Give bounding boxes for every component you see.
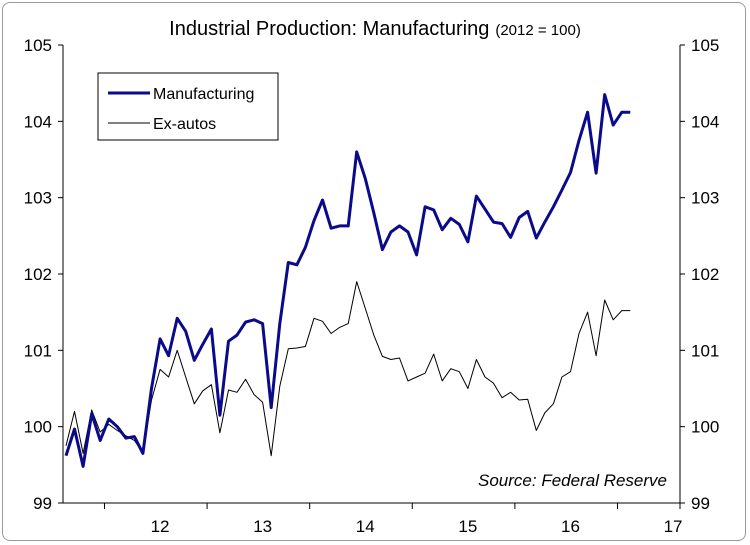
y-tick-label-left: 101 xyxy=(24,341,52,360)
y-tick-label-right: 104 xyxy=(691,112,719,131)
source-note: Source: Federal Reserve xyxy=(478,471,667,490)
chart-subtitle: (2012 = 100) xyxy=(495,22,580,39)
x-tick-label: 12 xyxy=(151,517,170,536)
x-tick-label: 16 xyxy=(561,517,580,536)
legend-box xyxy=(97,72,279,141)
legend: Manufacturing Ex-autos xyxy=(97,72,279,141)
y-tick-label-left: 100 xyxy=(24,418,52,437)
y-tick-label-left: 105 xyxy=(24,36,52,55)
chart-title: Industrial Production: Manufacturing (201… xyxy=(169,18,581,40)
series-layer xyxy=(64,93,631,468)
x-tick-label: 13 xyxy=(253,517,272,536)
series-line-ex-autos xyxy=(65,281,631,457)
y-tick-label-left: 103 xyxy=(24,189,52,208)
series-line-manufacturing xyxy=(64,93,631,468)
y-tick-label-right: 105 xyxy=(691,36,719,55)
axes: 99 99 100 100 101 101 102 102 103 103 104 104 105 105… xyxy=(24,36,720,536)
y-tick-label-left: 104 xyxy=(24,112,52,131)
x-tick-label: 14 xyxy=(356,517,375,536)
y-tick-label-right: 100 xyxy=(691,418,719,437)
y-tick-label-right: 102 xyxy=(691,265,719,284)
chart-title-main: Industrial Production: Manufacturing xyxy=(169,18,489,40)
y-tick-label-right: 101 xyxy=(691,341,719,360)
y-tick-label-right: 99 xyxy=(691,494,710,513)
x-tick-label: 17 xyxy=(664,517,683,536)
y-tick-label-left: 102 xyxy=(24,265,52,284)
y-tick-label-left: 99 xyxy=(33,494,52,513)
legend-label-ex-autos: Ex-autos xyxy=(153,116,216,133)
x-tick-label: 15 xyxy=(458,517,477,536)
y-tick-label-right: 103 xyxy=(691,189,719,208)
legend-label-manufacturing: Manufacturing xyxy=(153,86,254,103)
